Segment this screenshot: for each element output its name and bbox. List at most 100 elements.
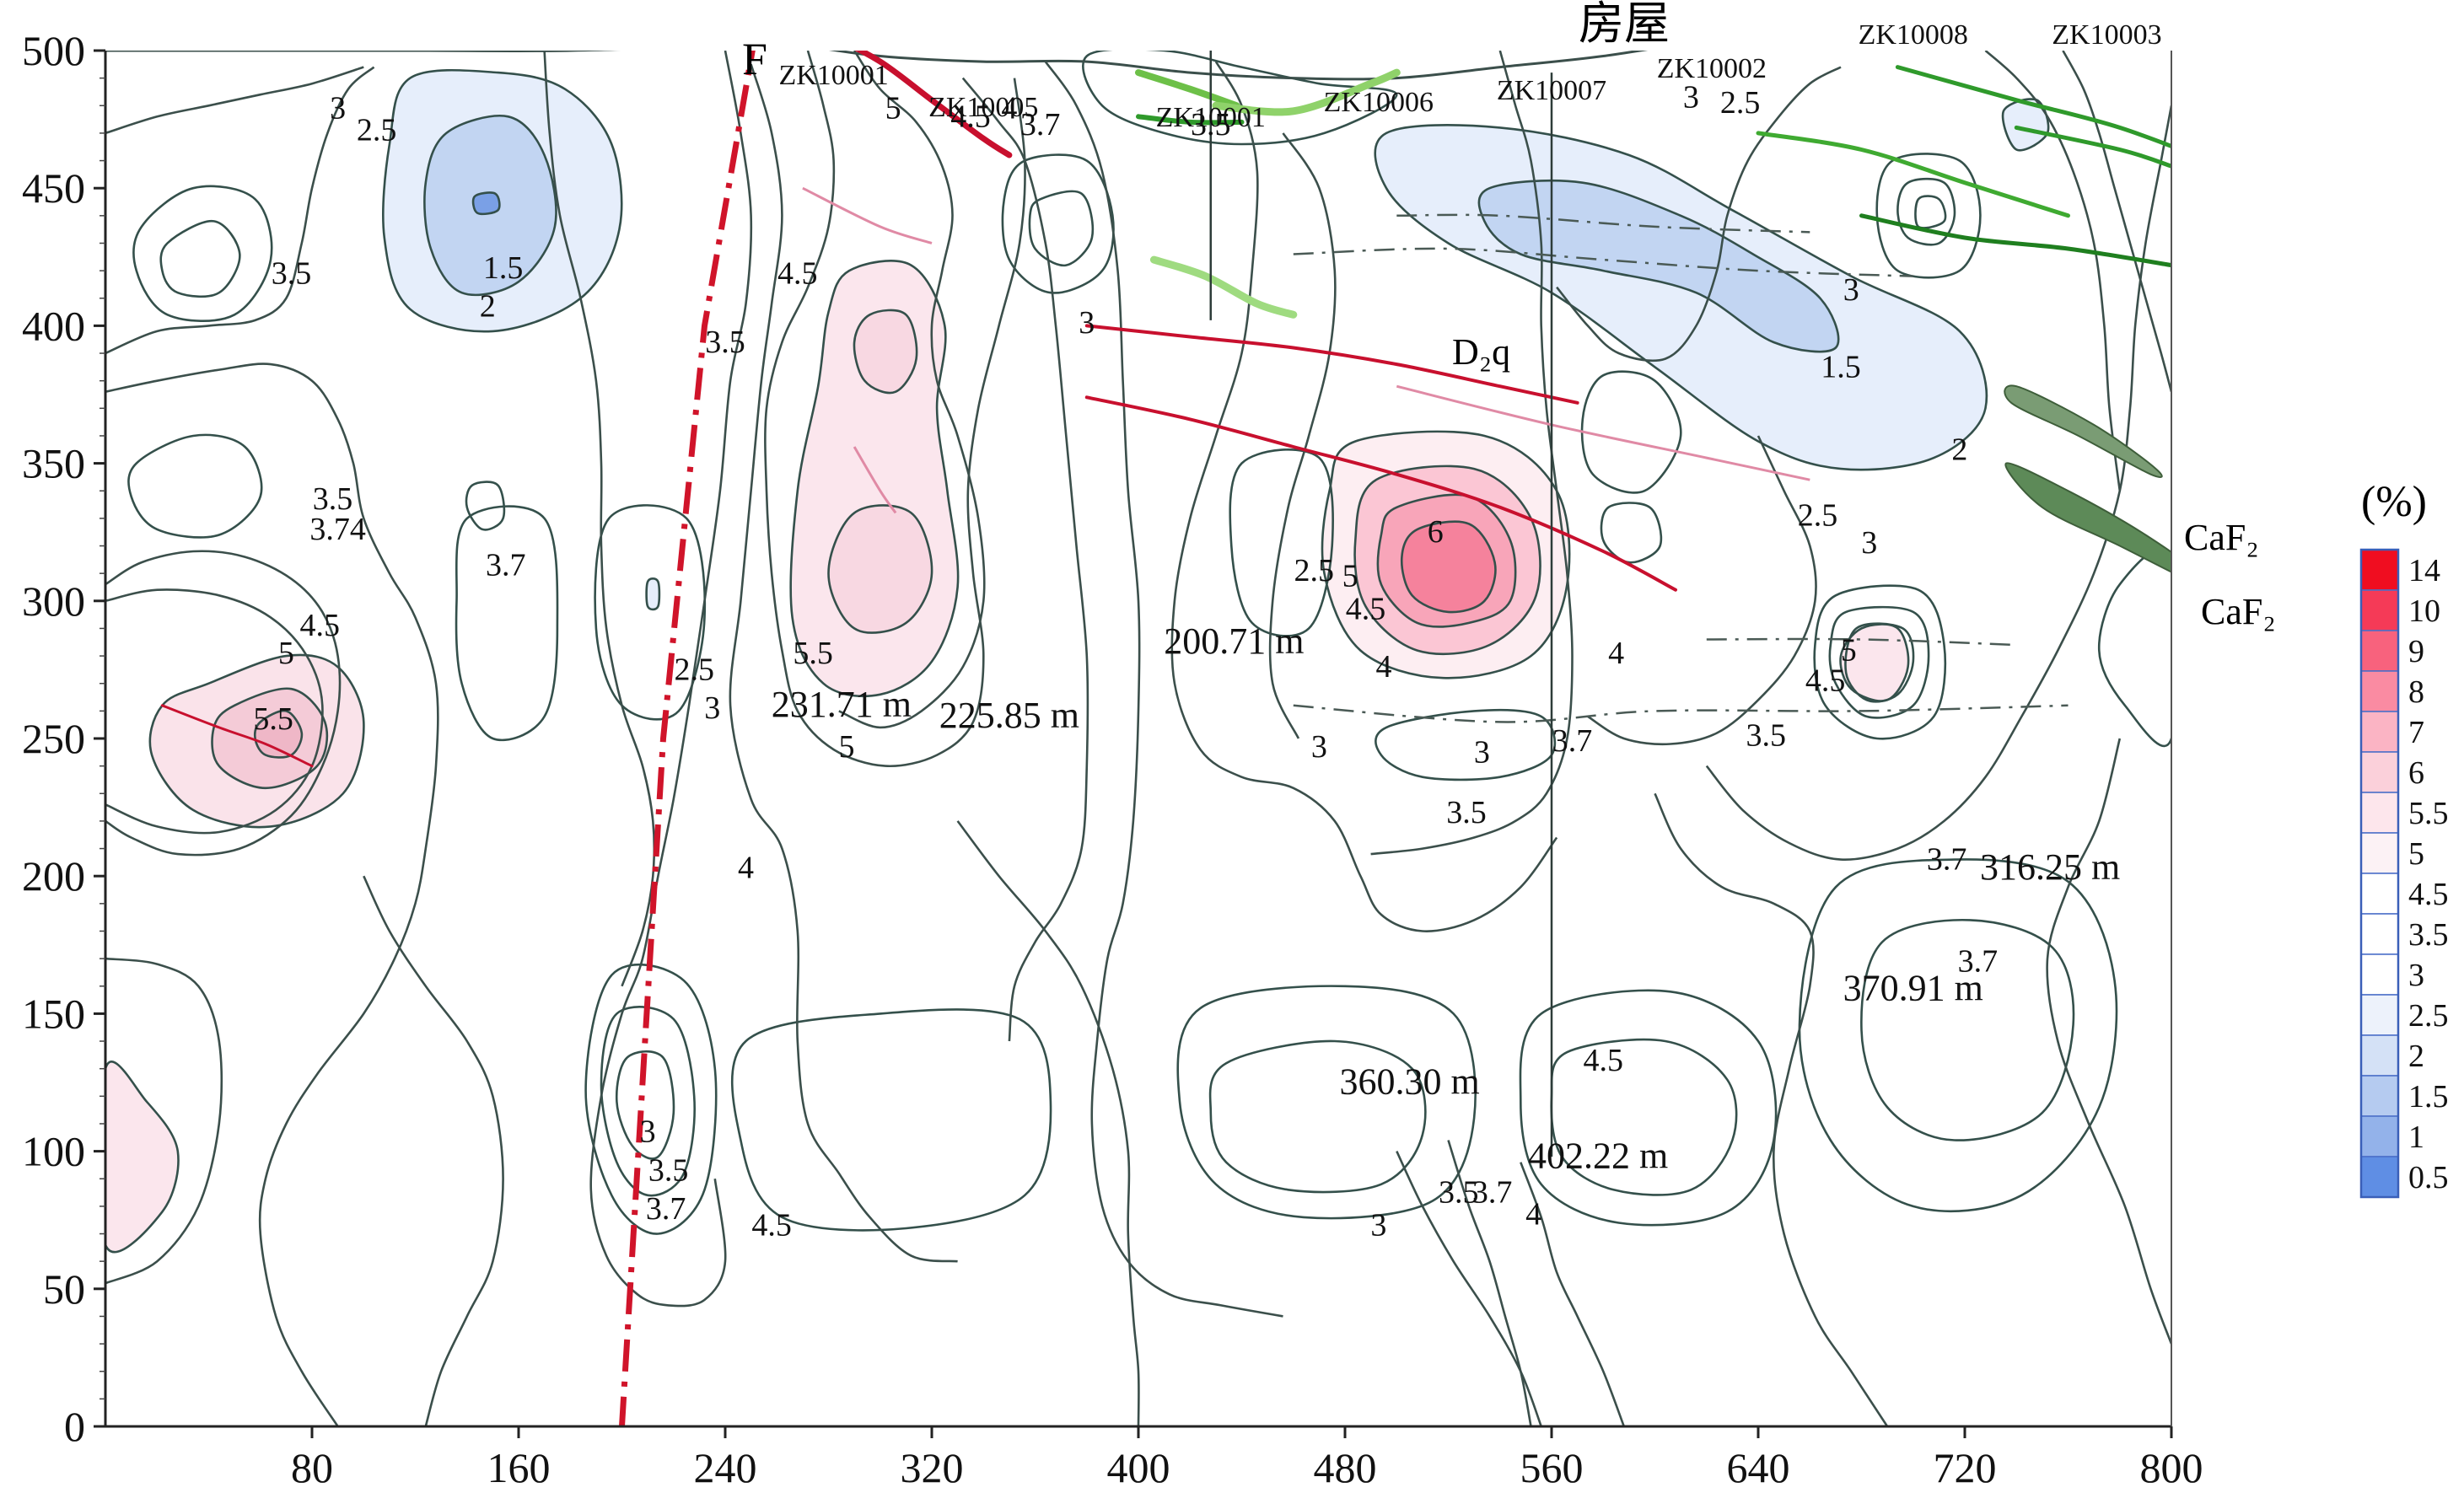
x-tick-label: 80 xyxy=(291,1444,333,1491)
green-vein-0 xyxy=(1136,114,1245,126)
colorbar-labels: 14 10 9 8 7 6 5.5 5 4.5 3.5 3 2.5 2 1.5 1 0.5 xyxy=(2408,553,2449,1195)
contour-label: 4.5 xyxy=(299,608,340,643)
contour-2.5-6 xyxy=(645,577,661,611)
borehole-lines xyxy=(1209,51,1553,1157)
open-contour-3.5-22 xyxy=(1447,1140,1532,1426)
contour-label: 2.5 xyxy=(675,652,715,687)
open-contour-3.5-7 xyxy=(1268,132,1337,739)
borehole-label: ZK10006 xyxy=(1324,87,1434,118)
depth-label: 231.71 m xyxy=(772,684,912,725)
contour-label: 4.5 xyxy=(1584,1043,1624,1078)
borehole-label: ZK10002 xyxy=(1657,53,1767,84)
colorbar-label: 3.5 xyxy=(2408,917,2449,953)
contour-label: 4 xyxy=(1608,636,1624,671)
x-tick-label: 400 xyxy=(1107,1444,1170,1491)
green-vein-7 xyxy=(1859,213,2171,268)
colorbar-label: 3 xyxy=(2408,958,2424,993)
y-tick-label: 50 xyxy=(43,1265,85,1313)
red-vein-3 xyxy=(160,704,314,768)
colorbar-label: 6 xyxy=(2408,755,2424,791)
colorbar-frame xyxy=(2359,548,2400,1199)
y-tick-label: 500 xyxy=(22,27,85,74)
contour-label: 3.5 xyxy=(272,255,312,291)
contour-label: 3.5 xyxy=(705,325,745,360)
contour-label: 3 xyxy=(640,1114,656,1150)
depth-label: 316.25 m xyxy=(1980,846,2120,888)
contour-4-32 xyxy=(1914,195,1947,229)
open-contour-4.5-26 xyxy=(1654,792,1889,1426)
contour-label: 2 xyxy=(1951,432,1967,467)
contour-labels: 32.51.523.53.53.744.555.53.73.52.5344.55… xyxy=(253,79,1998,1243)
y-tick-label: 200 xyxy=(22,852,85,900)
open-contour-3-13 xyxy=(105,66,375,355)
contour-label: 3.7 xyxy=(1472,1175,1513,1211)
contour-8-17 xyxy=(1400,520,1497,614)
open-contour-3.5-5 xyxy=(1044,61,1283,1318)
red-vein-0 xyxy=(854,51,1013,158)
fault-label: F xyxy=(742,34,767,84)
contour-label: 3.74 xyxy=(309,512,366,547)
caf2-body-0 xyxy=(2004,462,2171,573)
contour-label: 1.5 xyxy=(1821,349,1861,384)
contour-label: 5 xyxy=(838,729,854,765)
colorbar-label: 8 xyxy=(2408,674,2424,710)
y-tick-label: 150 xyxy=(22,990,85,1037)
borehole-label: ZK10005 xyxy=(928,92,1038,123)
colorbar-swatch xyxy=(2360,1156,2399,1198)
house-label: 房屋 xyxy=(1579,0,1670,49)
contour-4-34 xyxy=(1828,605,1930,719)
contour-3-19 xyxy=(132,185,273,322)
open-contour-3.7-21 xyxy=(1396,1151,1542,1426)
contour-label: 6 xyxy=(1428,514,1444,550)
open-contour-3.7-8 xyxy=(1556,66,1842,363)
open-contour-3.7-16 xyxy=(105,550,342,857)
colorbar-swatch xyxy=(2360,994,2399,1036)
green-vein-6 xyxy=(2014,125,2171,169)
colorbar-swatch xyxy=(2360,670,2399,712)
open-contour-5-3 xyxy=(838,51,986,729)
colorbar-swatch xyxy=(2360,549,2399,591)
borehole-label: ZK10001 xyxy=(778,60,888,91)
open-contour-3.5-15 xyxy=(105,363,439,1426)
colorbar-label: 10 xyxy=(2408,593,2440,629)
contour-label: 5 xyxy=(278,636,294,671)
borehole-label: ZK10001 xyxy=(1156,102,1266,133)
colorbar-label: 14 xyxy=(2408,553,2440,588)
contour-label: 3 xyxy=(1843,272,1859,308)
x-ticks: 80 160 240 320 400 480 560 640 720 800 xyxy=(291,1426,2203,1491)
contour-label: 3 xyxy=(704,690,720,726)
dashed-line-2 xyxy=(1293,704,2069,723)
colorbar-label: 5 xyxy=(2408,836,2424,872)
contour-label: 3.5 xyxy=(1446,795,1487,830)
x-tick-label: 320 xyxy=(901,1444,964,1491)
open-contour-3.7-4 xyxy=(961,77,1089,1042)
mineral-label-upper: CaF₂ xyxy=(2184,517,2259,558)
contour-3-23 xyxy=(1001,153,1115,294)
contour-4-43 xyxy=(1208,1039,1427,1194)
contour-3.7-48 xyxy=(1082,51,1398,146)
caf2-body-1 xyxy=(2004,384,2163,479)
green-vein-3 xyxy=(1149,255,1298,319)
contour-label: 4.5 xyxy=(777,255,818,291)
pink-vein-0 xyxy=(802,186,933,244)
contour-label: 2.5 xyxy=(357,113,397,148)
colorbar-swatch xyxy=(2360,589,2399,631)
colorbar-label: 0.5 xyxy=(2408,1160,2449,1195)
contour-4-44 xyxy=(1519,989,1778,1227)
mineral-label-lower: CaF₂ xyxy=(2201,591,2276,632)
contour-label: 3 xyxy=(1474,734,1490,770)
contour-label: 3.7 xyxy=(1958,943,1999,979)
open-contour-3.5-19 xyxy=(543,51,656,987)
contour-label: 2.5 xyxy=(1294,553,1335,588)
contour-3.5-30 xyxy=(1875,153,1982,279)
contour-label: 2.5 xyxy=(1798,498,1838,534)
open-contour-4.5-25 xyxy=(956,820,1140,1426)
contour-3.7-22 xyxy=(465,481,506,531)
colorbar-swatch xyxy=(2360,832,2399,874)
open-contour-3.5-1 xyxy=(589,51,753,1308)
contour-lines xyxy=(105,51,2171,1426)
contour-3-38 xyxy=(584,964,718,1235)
contour-label: 3.5 xyxy=(1191,107,1231,142)
open-contour-4.5-24 xyxy=(363,875,504,1426)
